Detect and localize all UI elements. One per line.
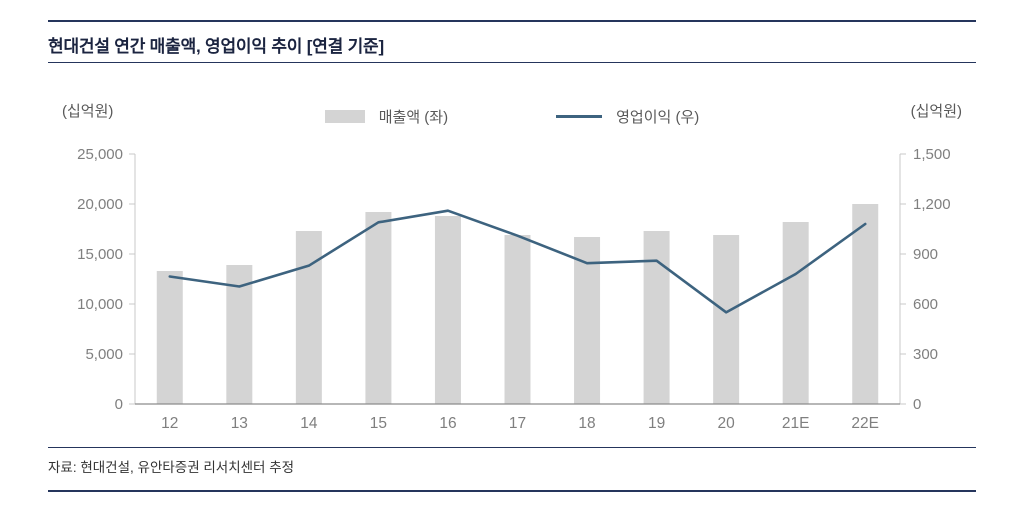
x-axis-category-label: 12 <box>161 415 178 432</box>
legend: 매출액 (좌) 영업이익 (우) <box>0 106 1024 127</box>
right-axis-tick-label: 900 <box>913 246 938 263</box>
right-axis-tick-label: 600 <box>913 296 938 313</box>
x-axis-category-label: 17 <box>509 415 526 432</box>
source-note: 자료: 현대건설, 유안타증권 리서치센터 추정 <box>48 460 295 475</box>
x-axis-category-label: 13 <box>231 415 248 432</box>
profit-line <box>168 209 867 314</box>
revenue-bar <box>226 265 253 404</box>
legend-profit-group: 영업이익 (우) <box>556 106 699 127</box>
revenue-legend-label: 매출액 (좌) <box>378 109 449 126</box>
legend-revenue-group: 매출액 (좌) <box>324 106 449 127</box>
chart-title: 현대건설 연간 매출액, 영업이익 추이 [연결 기준] <box>48 37 384 56</box>
x-axis-category-label: 15 <box>370 415 387 432</box>
right-axis-tick-label: 0 <box>913 396 921 413</box>
revenue-bar <box>295 231 322 404</box>
left-axis-tick-label: 15,000 <box>77 246 123 263</box>
revenue-bar <box>434 216 461 404</box>
title-underline <box>48 62 976 63</box>
left-axis-unit: (십억원) <box>62 103 114 120</box>
x-axis-category-label: 22E <box>851 415 879 432</box>
revenue-bar <box>713 235 740 404</box>
right-axis-tick-label: 300 <box>913 346 938 363</box>
profit-legend-swatch <box>556 115 603 118</box>
right-axis-tick-label: 1,200 <box>913 196 951 213</box>
x-axis-category-label: 20 <box>718 415 736 432</box>
x-axis-category-label: 21E <box>782 415 810 432</box>
top-rule <box>48 20 976 22</box>
revenue-bar <box>574 237 601 404</box>
left-axis-tick-label: 25,000 <box>77 146 123 163</box>
right-axis-tick-label: 1,500 <box>913 146 951 163</box>
left-axis-tick-label: 20,000 <box>77 196 123 213</box>
revenue-bar <box>782 222 809 404</box>
x-axis-category-label: 14 <box>300 415 318 432</box>
x-axis-category-label: 18 <box>578 415 595 432</box>
bottom-rule <box>48 490 976 492</box>
revenue-bar <box>365 212 392 404</box>
x-axis-category-label: 19 <box>648 415 665 432</box>
revenue-legend-swatch <box>324 110 365 123</box>
footer-rule <box>48 447 976 448</box>
revenue-bar <box>504 235 531 404</box>
left-axis-tick-label: 0 <box>115 396 123 413</box>
revenue-bar <box>852 204 879 404</box>
revenue-bar <box>156 271 183 404</box>
x-axis-category-label: 16 <box>439 415 456 432</box>
left-axis-tick-label: 5,000 <box>85 346 123 363</box>
revenue-bar <box>643 231 670 404</box>
left-axis-tick-label: 10,000 <box>77 296 123 313</box>
right-axis-unit: (십억원) <box>910 103 962 120</box>
profit-legend-label: 영업이익 (우) <box>616 109 700 126</box>
